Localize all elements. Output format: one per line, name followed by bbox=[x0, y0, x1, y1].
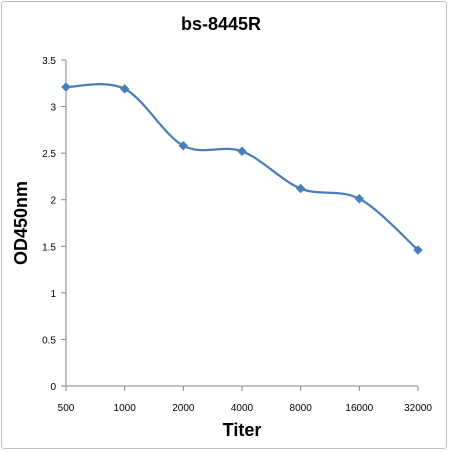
y-axis-label: OD450nm bbox=[11, 181, 31, 265]
x-axis-label: Titer bbox=[223, 420, 262, 440]
y-tick-label: 0.5 bbox=[42, 335, 56, 346]
data-point-marker bbox=[61, 82, 71, 92]
y-axis-ticks: 0 0.5 1 1.5 2 2.5 3 3.5 bbox=[42, 56, 66, 393]
y-tick-label: 1.5 bbox=[42, 242, 56, 253]
x-tick-label: 8000 bbox=[290, 403, 313, 414]
axes bbox=[65, 60, 418, 387]
x-tick-label: 16000 bbox=[345, 403, 373, 414]
data-point-marker bbox=[295, 183, 306, 194]
series-line bbox=[65, 82, 419, 251]
data-point-marker bbox=[237, 146, 247, 157]
y-tick-label: 1 bbox=[50, 289, 56, 300]
chart-title: bs-8445R bbox=[181, 14, 261, 34]
x-tick-label: 500 bbox=[58, 403, 75, 414]
y-tick-label: 2 bbox=[50, 196, 56, 207]
y-tick-label: 3.5 bbox=[42, 56, 56, 67]
data-point-marker bbox=[119, 84, 130, 94]
x-axis-ticks: 500 1000 2000 4000 8000 16000 32000 bbox=[58, 386, 432, 414]
y-tick-label: 3 bbox=[50, 103, 56, 114]
data-point-marker bbox=[413, 245, 423, 255]
data-point-marker bbox=[178, 140, 189, 151]
x-tick-label: 1000 bbox=[114, 403, 137, 414]
x-tick-label: 32000 bbox=[404, 403, 432, 414]
x-tick-label: 4000 bbox=[231, 403, 254, 414]
y-tick-label: 0 bbox=[50, 382, 56, 393]
y-tick-label: 2.5 bbox=[42, 149, 56, 160]
data-point-marker bbox=[354, 193, 365, 204]
data-markers bbox=[61, 82, 423, 255]
x-tick-label: 2000 bbox=[172, 403, 195, 414]
